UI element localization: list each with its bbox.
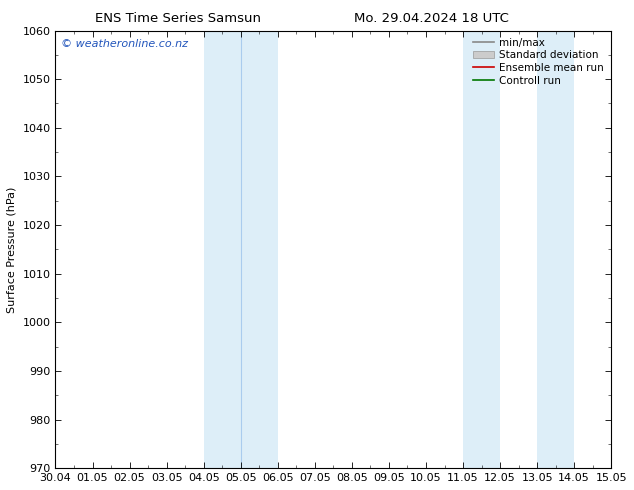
Bar (537, 30, 574, 468)
Bar (204, 30, 278, 468)
Y-axis label: Surface Pressure (hPa): Surface Pressure (hPa) (7, 186, 17, 313)
Text: Mo. 29.04.2024 18 UTC: Mo. 29.04.2024 18 UTC (354, 12, 508, 25)
Text: ENS Time Series Samsun: ENS Time Series Samsun (94, 12, 261, 25)
Text: © weatheronline.co.nz: © weatheronline.co.nz (61, 39, 188, 49)
Legend: min/max, Standard deviation, Ensemble mean run, Controll run: min/max, Standard deviation, Ensemble me… (469, 34, 608, 90)
Bar (463, 30, 500, 468)
